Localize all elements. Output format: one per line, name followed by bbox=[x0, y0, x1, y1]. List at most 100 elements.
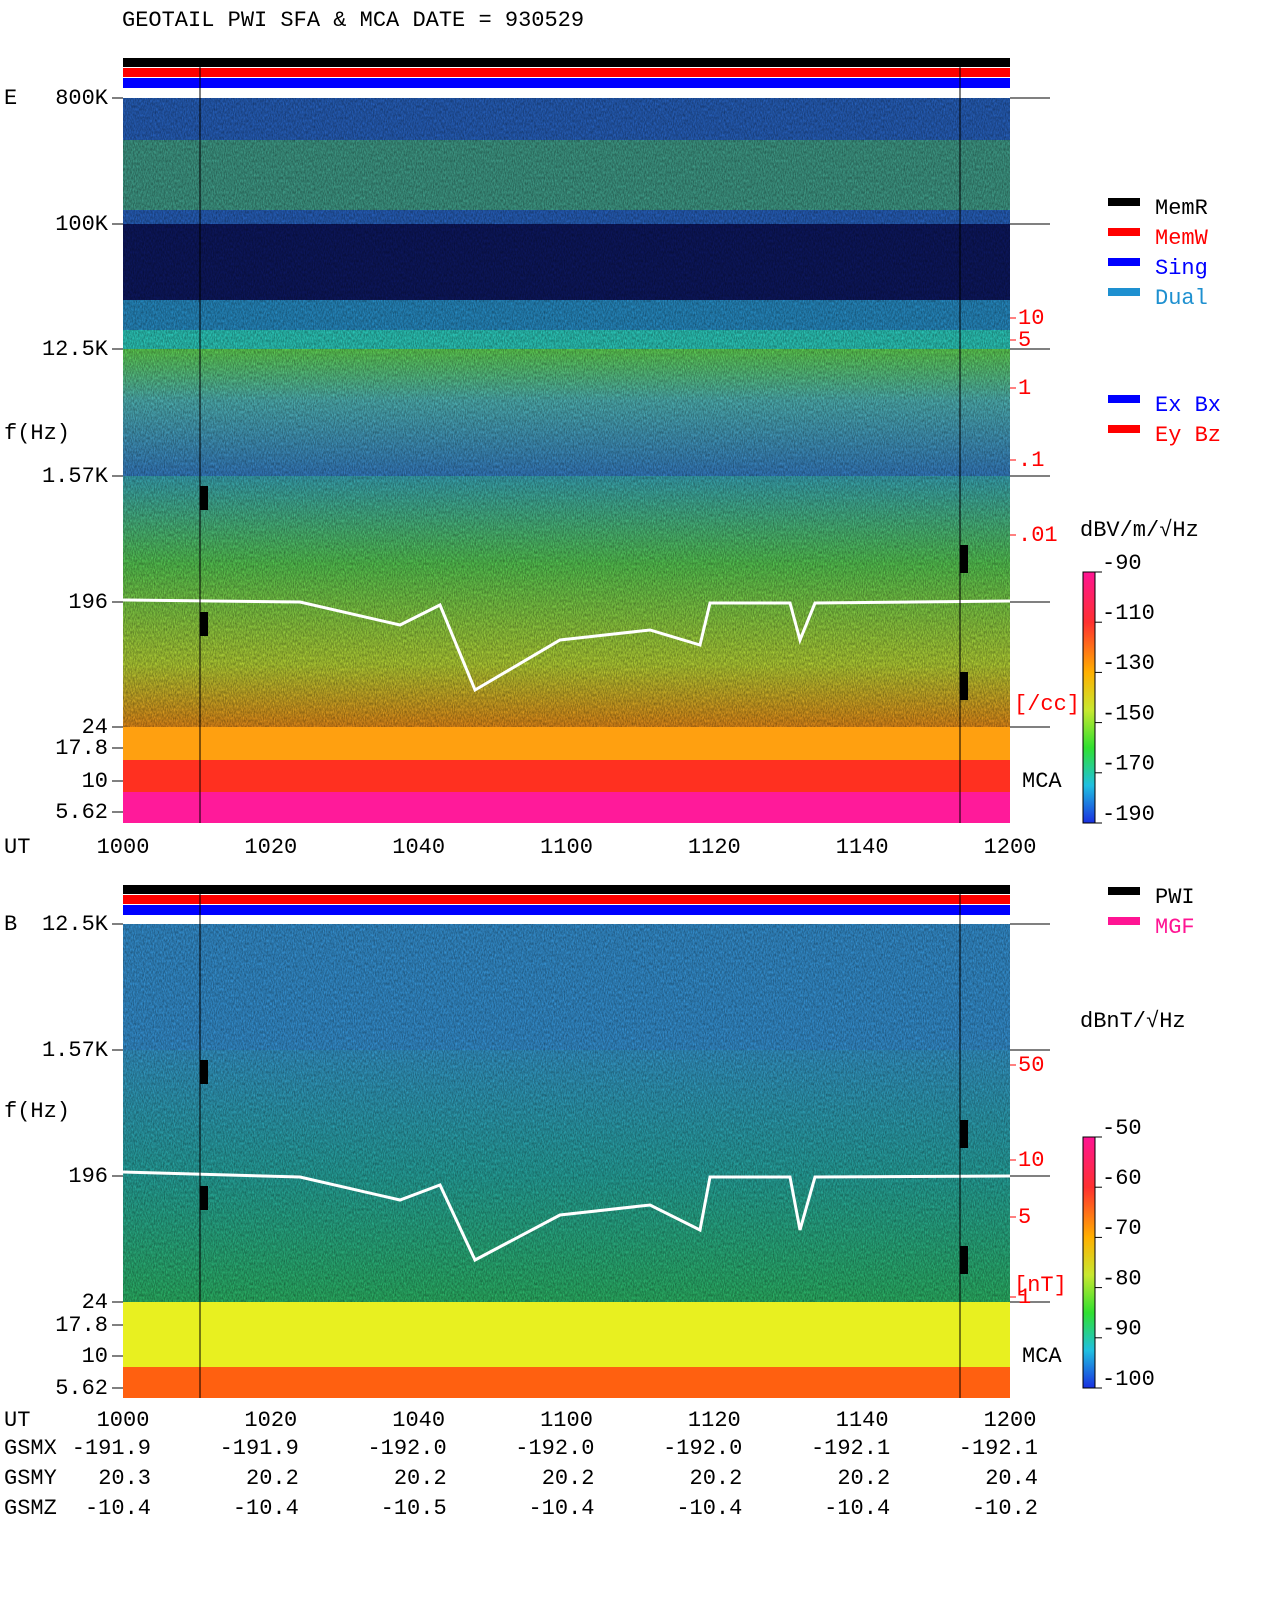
orbit-value: -10.4 bbox=[824, 1496, 890, 1521]
legend-label: MemW bbox=[1155, 226, 1209, 251]
orbit-value: 20.2 bbox=[246, 1466, 299, 1491]
x-tick-label: 1020 bbox=[244, 835, 297, 860]
x-tick-label: 1020 bbox=[244, 1408, 297, 1433]
orbit-value: -10.4 bbox=[85, 1496, 151, 1521]
panel-label: B bbox=[4, 912, 17, 937]
title: GEOTAIL PWI SFA & MCA DATE = 930529 bbox=[122, 8, 584, 33]
x-tick-label: 1000 bbox=[97, 1408, 150, 1433]
legend-label: Dual bbox=[1155, 286, 1208, 311]
legend-label: Sing bbox=[1155, 256, 1208, 281]
colorbar-tick-label: -50 bbox=[1102, 1116, 1142, 1141]
colorbar-tick-label: -190 bbox=[1102, 802, 1155, 827]
orbit-value: 20.2 bbox=[542, 1466, 595, 1491]
orbit-value: -10.4 bbox=[233, 1496, 299, 1521]
aux-tick-label: 50 bbox=[1018, 1053, 1044, 1078]
x-tick-label: 1100 bbox=[540, 835, 593, 860]
aux-tick-label: 10 bbox=[1018, 306, 1044, 331]
colorbar-tick-label: -70 bbox=[1102, 1216, 1142, 1241]
orbit-label: GSMY bbox=[4, 1466, 57, 1491]
freq-tick-label: 24 bbox=[82, 1290, 108, 1315]
colorbar-tick-label: -150 bbox=[1102, 701, 1155, 726]
aux-tick-label: .01 bbox=[1018, 523, 1058, 548]
orbit-value: -192.0 bbox=[663, 1436, 742, 1461]
x-tick-label: 1140 bbox=[836, 1408, 889, 1433]
colorbar-tick-label: -130 bbox=[1102, 651, 1155, 676]
orbit-value: -192.1 bbox=[959, 1436, 1038, 1461]
x-tick-label: 1200 bbox=[984, 1408, 1037, 1433]
aux-tick-label: 10 bbox=[1018, 1148, 1044, 1173]
colorbar-tick-label: -90 bbox=[1102, 1317, 1142, 1342]
freq-tick-label: 1.57K bbox=[42, 464, 109, 489]
legend2-label: Ex Bx bbox=[1155, 393, 1221, 418]
y-axis-label: f(Hz) bbox=[4, 421, 70, 446]
orbit-value: -10.4 bbox=[676, 1496, 742, 1521]
freq-tick-label: 12.5K bbox=[42, 912, 109, 937]
mca-label: MCA bbox=[1022, 1344, 1062, 1369]
mca-label: MCA bbox=[1022, 769, 1062, 794]
colorbar-tick-label: -110 bbox=[1102, 601, 1155, 626]
orbit-value: -192.1 bbox=[811, 1436, 890, 1461]
legend-swatch bbox=[1108, 917, 1140, 925]
freq-tick-label: 10 bbox=[82, 769, 108, 794]
freq-tick-label: 5.62 bbox=[55, 1376, 108, 1401]
orbit-label: GSMX bbox=[4, 1436, 57, 1461]
aux-unit: [nT] bbox=[1014, 1273, 1067, 1298]
legend-label: MemR bbox=[1155, 196, 1208, 221]
b-spectrogram bbox=[122, 924, 1011, 1398]
aux-tick-label: 5 bbox=[1018, 328, 1031, 353]
orbit-value: -10.2 bbox=[972, 1496, 1038, 1521]
panel-label: E bbox=[4, 86, 17, 111]
status-bars bbox=[123, 58, 1010, 1398]
legend-swatch bbox=[1108, 228, 1140, 236]
colorbar-unit: dBV/m/√Hz bbox=[1080, 518, 1199, 543]
freq-tick-label: 196 bbox=[68, 590, 108, 615]
orbit-value: -10.5 bbox=[381, 1496, 447, 1521]
freq-tick-label: 800K bbox=[55, 86, 109, 111]
x-tick-label: 1040 bbox=[392, 1408, 445, 1433]
orbit-value: -191.9 bbox=[220, 1436, 299, 1461]
colorbar-e bbox=[1082, 571, 1096, 824]
e-spectrogram bbox=[122, 98, 1011, 823]
x-axis-label: UT bbox=[4, 835, 30, 860]
orbit-value: 20.2 bbox=[690, 1466, 743, 1491]
legend2-swatch bbox=[1108, 425, 1140, 433]
freq-tick-label: 1.57K bbox=[42, 1038, 109, 1063]
freq-tick-label: 100K bbox=[55, 212, 109, 237]
colorbar-tick-label: -90 bbox=[1102, 551, 1142, 576]
freq-tick-label: 24 bbox=[82, 715, 108, 740]
aux-tick-label: 5 bbox=[1018, 1205, 1031, 1230]
x-tick-label: 1040 bbox=[392, 835, 445, 860]
legend-label: PWI bbox=[1155, 885, 1195, 910]
orbit-value: -191.9 bbox=[72, 1436, 151, 1461]
orbit-value: 20.4 bbox=[985, 1466, 1038, 1491]
legend-swatch bbox=[1108, 288, 1140, 296]
legend-swatch bbox=[1108, 198, 1140, 206]
orbit-value: -192.0 bbox=[367, 1436, 446, 1461]
y-axis-label: f(Hz) bbox=[4, 1099, 70, 1124]
x-tick-label: 1000 bbox=[97, 835, 150, 860]
x-tick-label: 1120 bbox=[688, 1408, 741, 1433]
aux-tick-label: .1 bbox=[1018, 448, 1044, 473]
orbit-value: 20.2 bbox=[837, 1466, 890, 1491]
colorbar-unit: dBnT/√Hz bbox=[1080, 1009, 1186, 1034]
legend2-label: Ey Bz bbox=[1155, 423, 1221, 448]
x-tick-label: 1120 bbox=[688, 835, 741, 860]
colorbar-b bbox=[1082, 1136, 1096, 1389]
legend-swatch bbox=[1108, 258, 1140, 266]
orbit-label: GSMZ bbox=[4, 1496, 57, 1521]
colorbar-tick-label: -170 bbox=[1102, 752, 1155, 777]
x-tick-label: 1200 bbox=[984, 835, 1037, 860]
freq-tick-label: 10 bbox=[82, 1344, 108, 1369]
orbit-value: 20.2 bbox=[394, 1466, 447, 1491]
orbit-value: -192.0 bbox=[515, 1436, 594, 1461]
x-axis-label: UT bbox=[4, 1408, 30, 1433]
aux-tick-label: 1 bbox=[1018, 1285, 1031, 1310]
orbit-value: 20.3 bbox=[98, 1466, 151, 1491]
legend-label: MGF bbox=[1155, 915, 1195, 940]
freq-tick-label: 5.62 bbox=[55, 800, 108, 825]
freq-tick-label: 196 bbox=[68, 1164, 108, 1189]
x-tick-label: 1100 bbox=[540, 1408, 593, 1433]
freq-tick-label: 17.8 bbox=[55, 1313, 108, 1338]
freq-tick-label: 12.5K bbox=[42, 337, 109, 362]
